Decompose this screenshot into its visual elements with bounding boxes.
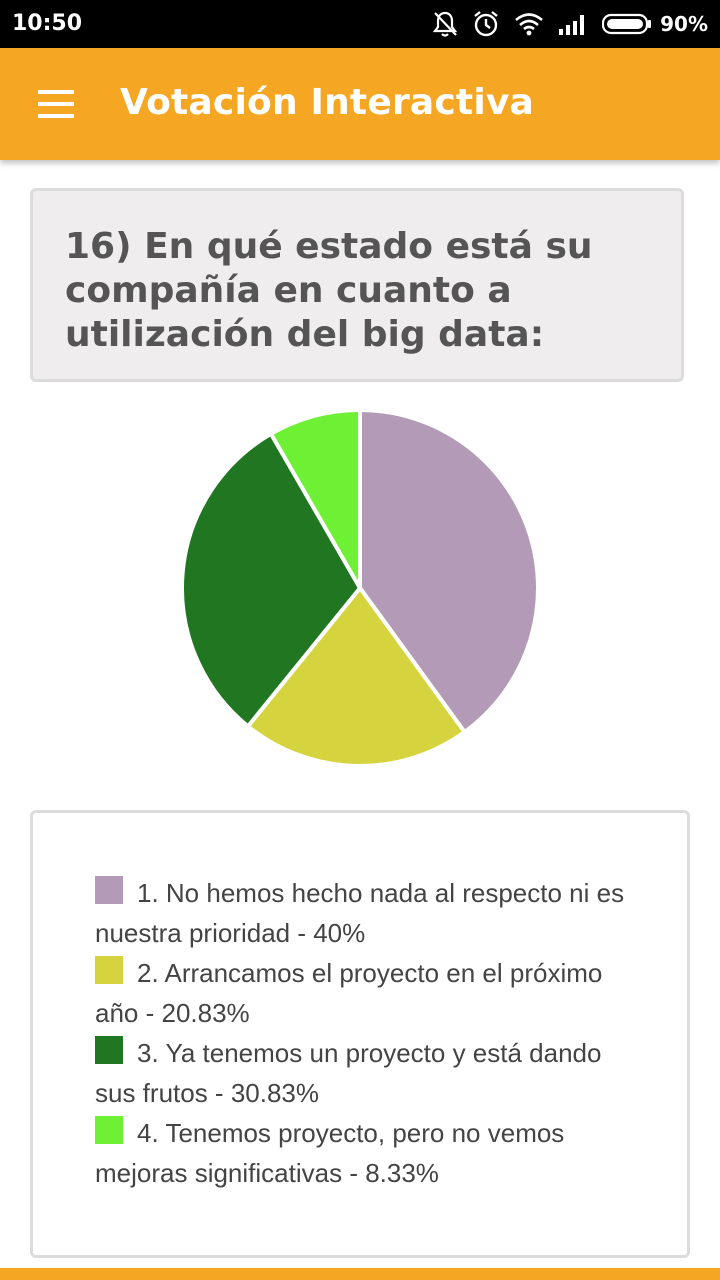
notifications-off-icon bbox=[432, 10, 458, 38]
status-icons: 90% bbox=[418, 9, 708, 39]
legend-swatch-2 bbox=[95, 956, 123, 984]
battery-icon bbox=[602, 13, 652, 35]
signal-icon bbox=[558, 13, 588, 35]
app-title: Votación Interactiva bbox=[120, 82, 535, 123]
legend-label-2: 2. Arrancamos el proyecto en el próximo … bbox=[95, 958, 603, 1028]
legend-list: 1. No hemos hecho nada al respecto ni es… bbox=[95, 873, 635, 1193]
pie-slice-4 bbox=[269, 408, 362, 590]
pie-chart bbox=[180, 408, 540, 768]
pie-slice-2 bbox=[245, 586, 467, 768]
legend-item-3: 3. Ya tenemos un proyecto y está dando s… bbox=[95, 1033, 635, 1113]
alarm-icon bbox=[472, 10, 500, 38]
app-bar: Votación Interactiva bbox=[0, 48, 720, 160]
pie-slice-3 bbox=[180, 431, 362, 729]
legend-item-2: 2. Arrancamos el proyecto en el próximo … bbox=[95, 953, 635, 1033]
question-text: 16) En qué estado está su compañía en cu… bbox=[65, 226, 593, 355]
legend-swatch-4 bbox=[95, 1116, 123, 1144]
question-card: 16) En qué estado está su compañía en cu… bbox=[30, 188, 684, 382]
legend-label-1: 1. No hemos hecho nada al respecto ni es… bbox=[95, 878, 625, 948]
legend-item-4: 4. Tenemos proyecto, pero no vemos mejor… bbox=[95, 1113, 635, 1193]
legend-card: 1. No hemos hecho nada al respecto ni es… bbox=[30, 810, 690, 1258]
pie-slice-1 bbox=[358, 408, 540, 735]
pie-chart-svg bbox=[180, 408, 540, 768]
legend-swatch-1 bbox=[95, 876, 123, 904]
battery-level: 90% bbox=[660, 12, 708, 36]
status-time: 10:50 bbox=[12, 11, 83, 36]
legend-swatch-3 bbox=[95, 1036, 123, 1064]
wifi-icon bbox=[514, 12, 544, 36]
status-bar: 10:50 bbox=[0, 0, 720, 48]
legend-item-1: 1. No hemos hecho nada al respecto ni es… bbox=[95, 873, 635, 953]
bottom-bar bbox=[0, 1268, 720, 1280]
legend-label-4: 4. Tenemos proyecto, pero no vemos mejor… bbox=[95, 1118, 565, 1188]
legend-label-3: 3. Ya tenemos un proyecto y está dando s… bbox=[95, 1038, 602, 1108]
menu-icon[interactable] bbox=[38, 90, 74, 118]
